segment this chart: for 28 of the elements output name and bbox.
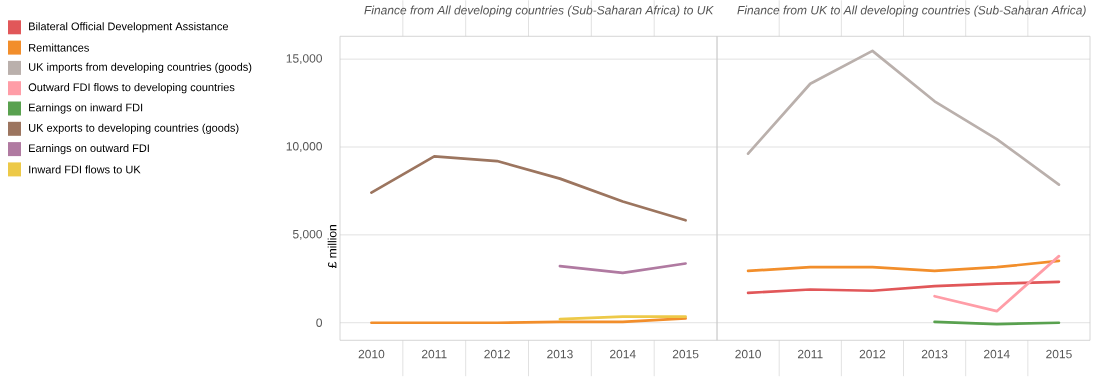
x-tick-label: 2012	[859, 350, 886, 359]
legend-label: UK imports from developing countries (goods)	[29, 62, 252, 74]
x-tick-label: 2013	[547, 350, 573, 359]
legend-label: Inward FDI flows to UK	[29, 165, 141, 174]
legend-label: Earnings on inward FDI	[29, 103, 143, 114]
x-tick-label: 2010	[358, 350, 385, 359]
chart-title: Finance from UK to All developing countries (Sub-Saharan Africa)	[737, 5, 1086, 17]
line-series	[370, 155, 687, 222]
x-tick-label: 2010	[735, 350, 761, 359]
legend-label: Outward FDI flows to developing countries	[28, 83, 235, 94]
y-tick-label: 5,000	[292, 230, 323, 241]
y-tick-label: 0	[316, 318, 323, 328]
legend-label: UK exports to developing countries (goods)	[29, 123, 239, 135]
x-tick-label: 2011	[797, 350, 823, 359]
chart-title: Finance from All developing countries (Sub-Saharan Africa) to UK	[364, 5, 714, 17]
legend-label: Bilateral Official Development Assistance	[29, 22, 229, 33]
x-tick-label: 2015	[672, 350, 699, 359]
legend-label: Earnings on outward FDI	[29, 144, 149, 155]
y-tick-label: 15,000	[286, 54, 323, 65]
x-tick-label: 2013	[921, 350, 948, 359]
x-tick-label: 2014	[984, 350, 1010, 359]
x-tick-label: 2014	[610, 350, 636, 359]
x-tick-label: 2012	[484, 350, 510, 359]
y-tick-label: 10,000	[286, 142, 323, 153]
x-tick-label: 2011	[421, 350, 447, 359]
y-axis-title: £ million	[327, 225, 337, 269]
legend-label: Remittances	[29, 43, 89, 52]
x-tick-label: 2015	[1046, 350, 1072, 359]
